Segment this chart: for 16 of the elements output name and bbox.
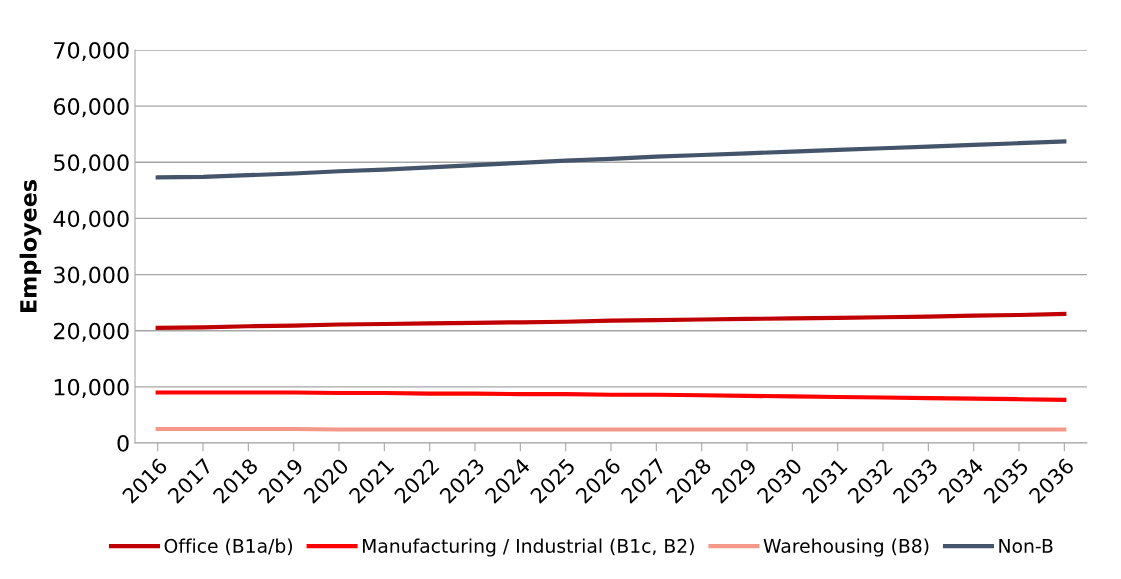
line-series	[155, 311, 1067, 330]
y-tick-label: 50,000	[54, 154, 129, 174]
legend-label: Office (B1a/b)	[164, 538, 293, 556]
y-tick-label: 10,000	[54, 378, 129, 398]
y-tick-label: 70,000	[54, 41, 129, 62]
legend-label: Non-B	[999, 539, 1053, 553]
line-series	[155, 390, 1067, 402]
legend-label: Manufacturing / Industrial (B1c, B2)	[362, 538, 694, 557]
y-tick-label: 60,000	[53, 98, 129, 118]
y-tick-label: 30,000	[54, 266, 129, 286]
y-tick-label: 40,000	[53, 210, 129, 230]
y-axis-title: Employees	[19, 180, 42, 312]
y-tick-label: 0	[117, 434, 129, 452]
line-series	[155, 139, 1067, 180]
y-tick-label: 20,000	[54, 322, 129, 342]
legend-label: Warehousing (B8)	[763, 538, 929, 557]
